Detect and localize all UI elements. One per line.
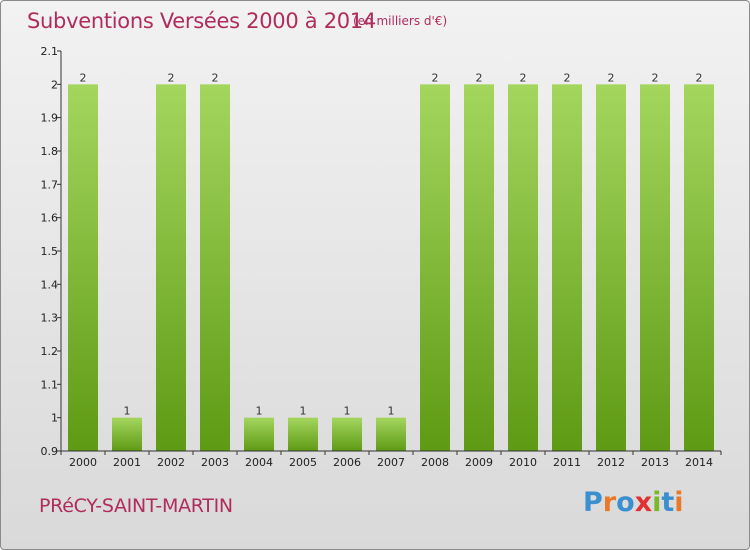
bar-2009 (464, 84, 494, 451)
y-tick-label-2: 2 (51, 78, 58, 91)
data-label-2001: 1 (124, 405, 131, 418)
bar-2003 (200, 84, 230, 451)
bar-2004 (244, 417, 274, 451)
data-label-2008: 2 (432, 71, 439, 84)
y-tick-label-1.1: 1.1 (41, 378, 59, 391)
x-tick-label-2014: 2014 (685, 456, 713, 469)
x-tick-label-2011: 2011 (553, 456, 581, 469)
x-tick-label-2006: 2006 (333, 456, 361, 469)
logo-letter: x (634, 487, 653, 518)
proxiti-logo: Proxiti (583, 487, 684, 518)
bars-layer: 2 1 2 2 1 1 1 1 2 2 2 2 2 2 2 (68, 71, 714, 451)
logo-letter: i (674, 487, 684, 518)
bar-2013 (640, 84, 670, 451)
y-tick-label-1.3: 1.3 (41, 312, 59, 325)
logo-letter: P (583, 487, 603, 518)
data-label-2009: 2 (476, 71, 483, 84)
data-label-2012: 2 (608, 71, 615, 84)
data-label-2014: 2 (696, 71, 703, 84)
bar-2008 (420, 84, 450, 451)
axes-layer: 2000 2001 2002 2003 2004 2005 2006 2007 2008 2009… (41, 45, 722, 469)
y-tick-label-1.9: 1.9 (41, 112, 59, 125)
logo-letter: o (616, 487, 635, 518)
x-tick-label-2002: 2002 (157, 456, 185, 469)
bar-2005 (288, 417, 318, 451)
x-tick-label-2004: 2004 (245, 456, 273, 469)
x-tick-label-2010: 2010 (509, 456, 537, 469)
data-label-2003: 2 (212, 71, 219, 84)
bar-2010 (508, 84, 538, 451)
bar-2000 (68, 84, 98, 451)
y-tick-label-1.5: 1.5 (41, 245, 59, 258)
logo-letter: t (661, 487, 675, 518)
data-label-2002: 2 (168, 71, 175, 84)
data-label-2010: 2 (520, 71, 527, 84)
y-tick-label-1.7: 1.7 (41, 178, 59, 191)
commune-name: PRéCY-SAINT-MARTIN (39, 495, 233, 517)
bar-2002 (156, 84, 186, 451)
x-tick-label-2007: 2007 (377, 456, 405, 469)
x-tick-label-2013: 2013 (641, 456, 669, 469)
x-tick-label-2000: 2000 (69, 456, 97, 469)
y-tick-label-1: 1 (51, 412, 58, 425)
bar-2001 (112, 417, 142, 451)
y-tick-label-1.8: 1.8 (41, 145, 59, 158)
x-tick-label-2009: 2009 (465, 456, 493, 469)
data-label-2000: 2 (80, 71, 87, 84)
bar-2006 (332, 417, 362, 451)
x-tick-label-2005: 2005 (289, 456, 317, 469)
data-label-2011: 2 (564, 71, 571, 84)
data-label-2013: 2 (652, 71, 659, 84)
y-tick-label-2.1: 2.1 (41, 45, 59, 58)
chart-title: Subventions Versées 2000 à 2014 (27, 9, 376, 33)
data-label-2006: 1 (344, 405, 351, 418)
chart-subtitle: (en milliers d'€) (353, 14, 448, 28)
bar-2007 (376, 417, 406, 451)
x-tick-label-2012: 2012 (597, 456, 625, 469)
bar-2014 (684, 84, 714, 451)
bar-2011 (552, 84, 582, 451)
x-tick-label-2003: 2003 (201, 456, 229, 469)
logo-letter: r (602, 487, 617, 518)
y-tick-label-1.6: 1.6 (41, 212, 59, 225)
x-tick-label-2008: 2008 (421, 456, 449, 469)
logo-letter: i (652, 487, 662, 518)
data-label-2005: 1 (300, 405, 307, 418)
y-tick-label-1.2: 1.2 (41, 345, 59, 358)
data-label-2007: 1 (388, 405, 395, 418)
x-tick-label-2001: 2001 (113, 456, 141, 469)
data-label-2004: 1 (256, 405, 263, 418)
bar-2012 (596, 84, 626, 451)
y-tick-label-0.9: 0.9 (41, 445, 59, 458)
y-tick-label-1.4: 1.4 (41, 278, 59, 291)
